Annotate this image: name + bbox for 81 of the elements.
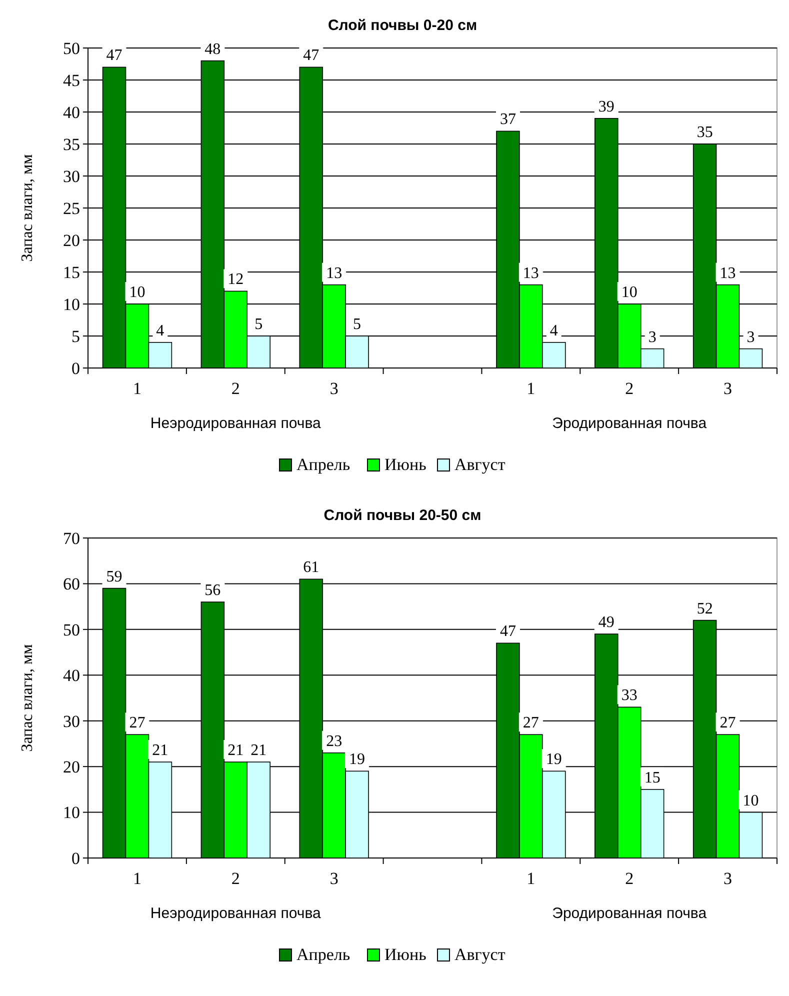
legend-label: Июнь	[384, 945, 427, 964]
data-label: 4	[156, 322, 164, 340]
data-label: 15	[644, 769, 660, 786]
x-tick-label: 2	[231, 869, 240, 888]
data-label: 27	[720, 714, 736, 732]
data-label: 10	[742, 792, 759, 810]
data-label: 23	[326, 732, 342, 750]
legend-label: Апрель	[296, 945, 350, 964]
data-label: 49	[598, 614, 614, 631]
data-label: 21	[250, 742, 267, 759]
data-label: 56	[204, 582, 221, 599]
data-label: 52	[696, 600, 713, 618]
data-label: 47	[500, 623, 516, 640]
x-tick-label: 2	[625, 869, 634, 888]
y-tick-label: 0	[72, 358, 80, 378]
y-tick-label: 30	[63, 712, 80, 731]
y-tick-label: 15	[63, 262, 80, 282]
data-label: 48	[204, 40, 221, 58]
data-label: 5	[254, 316, 263, 333]
x-tick-label: 1	[132, 379, 142, 398]
text: Неэродированная почва	[150, 415, 322, 432]
chart-title: Слой почвы 20-50 см	[324, 507, 482, 524]
legend-label: Апрель	[296, 455, 350, 474]
y-tick-label: 50	[63, 620, 80, 640]
data-label: 19	[546, 751, 562, 768]
x-tick-label: 1	[132, 869, 142, 888]
data-label: 21	[152, 742, 168, 759]
data-label: 13	[720, 264, 736, 282]
y-tick-label: 60	[63, 574, 80, 594]
y-tick-label: 10	[63, 803, 80, 822]
y-tick-label: 0	[72, 848, 80, 868]
data-label: 4	[550, 322, 558, 340]
data-label: 3	[648, 328, 656, 346]
data-label: 13	[326, 264, 342, 282]
y-tick-label: 20	[63, 758, 80, 777]
y-tick-label: 30	[63, 166, 80, 186]
legend-label: Июнь	[384, 455, 427, 474]
y-tick-label: 25	[63, 198, 80, 218]
data-label: 27	[129, 714, 146, 732]
data-label: 21	[228, 742, 244, 759]
x-tick-label: 3	[330, 869, 338, 888]
x-tick-label: 3	[724, 869, 732, 888]
chart-title: Слой почвы 0-20 см	[328, 17, 478, 34]
data-label: 39	[598, 98, 614, 116]
data-label: 19	[349, 751, 366, 768]
y-tick-label: 45	[63, 70, 80, 90]
data-label: 10	[129, 284, 146, 301]
data-label: 47	[106, 47, 122, 64]
y-tick-label: 10	[63, 294, 80, 314]
data-label: 33	[621, 687, 638, 704]
data-label: 37	[500, 111, 516, 128]
text: Эродированная почва	[552, 905, 708, 922]
y-tick-label: 40	[63, 102, 80, 122]
y-tick-label: 70	[63, 528, 80, 548]
data-label: 27	[522, 714, 539, 732]
x-tick-label: 1	[526, 379, 536, 398]
y-tick-label: 50	[63, 38, 80, 58]
data-label: 35	[696, 124, 713, 141]
legend-label: Август	[454, 455, 506, 474]
data-label: 10	[621, 284, 638, 301]
x-tick-label: 2	[625, 379, 634, 398]
x-tick-label: 2	[231, 379, 240, 398]
x-tick-label: 3	[724, 379, 732, 398]
data-label: 61	[303, 559, 320, 576]
data-label: 3	[746, 328, 755, 346]
data-label: 5	[353, 316, 362, 333]
y-tick-label: 40	[63, 666, 80, 686]
y-axis-title: Запас влаги, мм	[19, 154, 36, 262]
text: Эродированная почва	[552, 415, 708, 432]
text: Неэродированная почва	[150, 905, 322, 922]
data-label: 47	[303, 47, 320, 64]
data-label: 59	[106, 568, 122, 586]
data-label: 12	[228, 271, 244, 288]
y-tick-label: 35	[63, 134, 80, 154]
x-tick-label: 3	[330, 379, 338, 398]
data-label: 13	[522, 264, 539, 282]
y-tick-label: 5	[72, 326, 80, 346]
legend-label: Август	[454, 945, 506, 964]
y-tick-label: 20	[63, 230, 80, 250]
y-axis-title: Запас влаги, мм	[19, 644, 36, 752]
x-tick-label: 1	[526, 869, 536, 888]
